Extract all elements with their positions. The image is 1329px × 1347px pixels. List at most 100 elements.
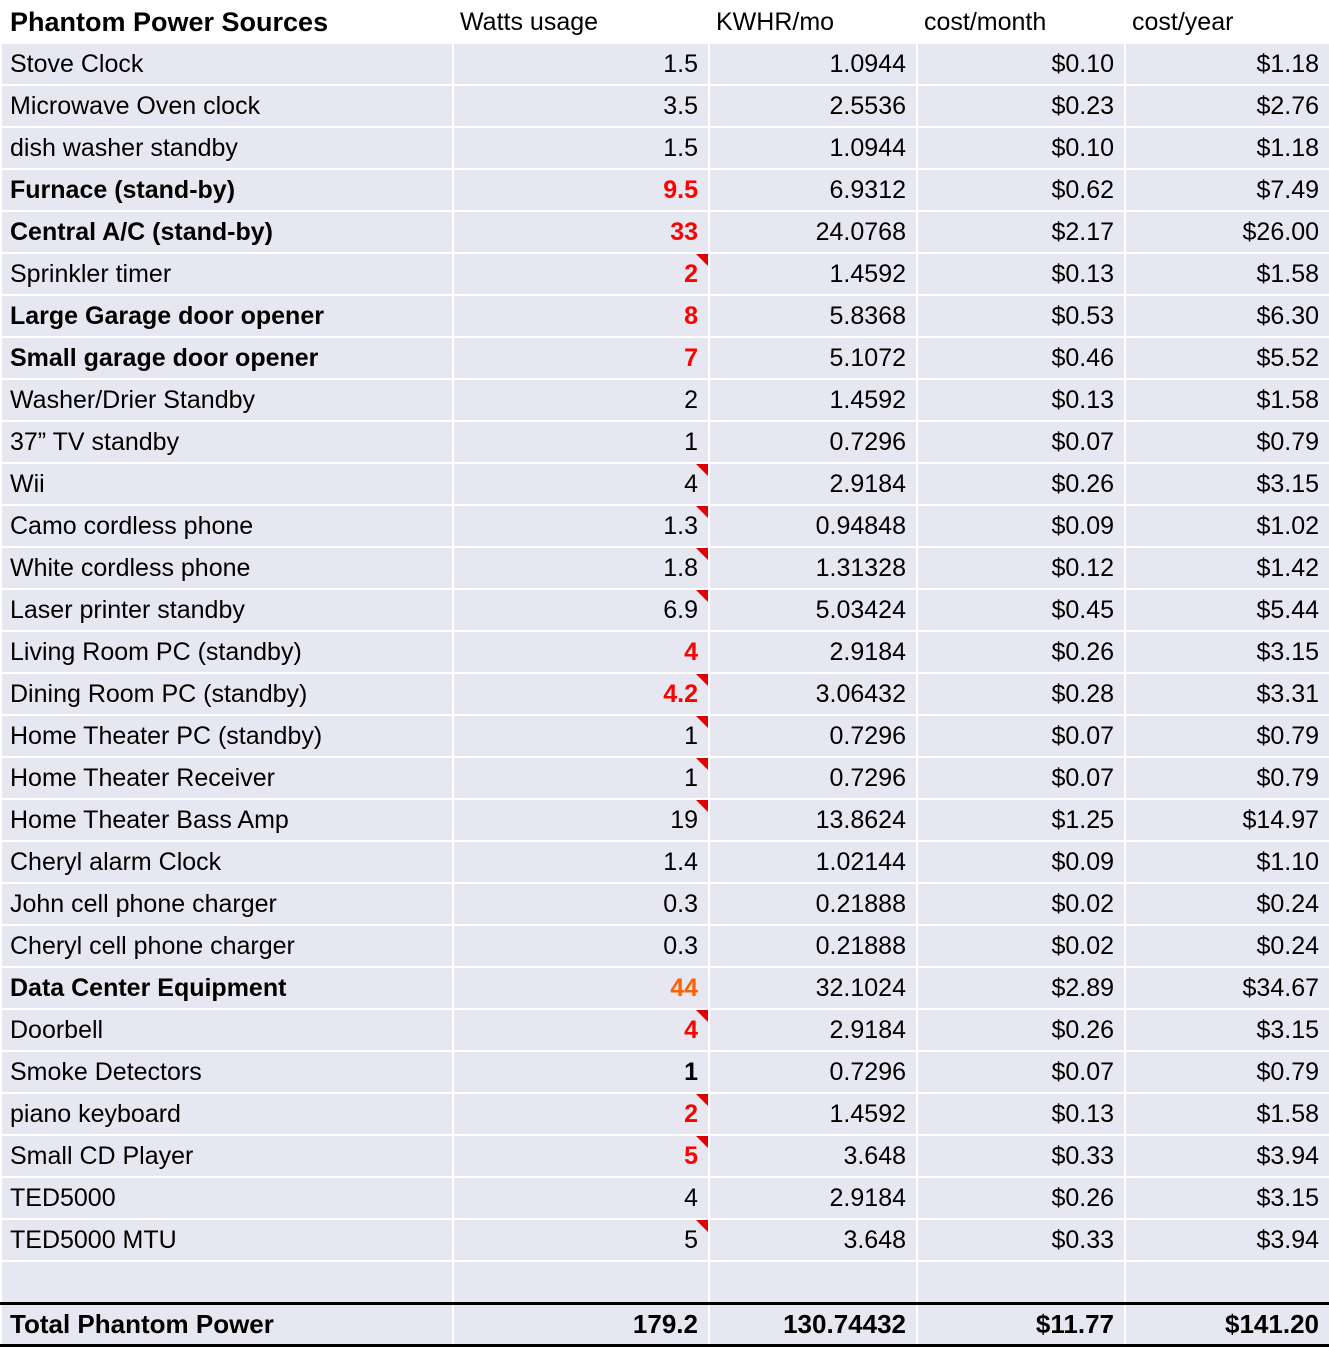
cell-source-label: Camo cordless phone: [0, 504, 454, 548]
cell-cost-year: $0.24: [1124, 882, 1329, 926]
cell-kwhr-month: 3.648: [708, 1134, 918, 1178]
cell-watts-usage-text: 8: [684, 301, 698, 330]
cell-kwhr-month: 5.03424: [708, 588, 918, 632]
cell-source-label: John cell phone charger: [0, 882, 454, 926]
cell-cost-month-text: $0.46: [1051, 343, 1114, 372]
cell-watts-usage: 4: [452, 1176, 710, 1220]
cell-watts-usage-text: 1: [684, 763, 698, 792]
comment-indicator-icon: [696, 1095, 707, 1106]
cell-source-label: TED5000: [0, 1176, 454, 1220]
cell-watts-usage-text: 4: [684, 469, 698, 498]
cell-watts-usage: 2: [452, 252, 710, 296]
cell-cost-year-text: $14.97: [1242, 805, 1319, 834]
cell-watts-usage: 1.4: [452, 840, 710, 884]
cell-cost-month: $0.10: [916, 126, 1126, 170]
table-row: Sprinkler timer 2 1.4592 $0.13 $1.58: [0, 252, 1329, 296]
cell-kwhr-month-text: 6.9312: [829, 175, 906, 204]
cell-watts-usage-text: 3.5: [663, 91, 698, 120]
cell-cost-year: $3.15: [1124, 462, 1329, 506]
cell-cost-year: $3.94: [1124, 1134, 1329, 1178]
cell-cost-month-text: $0.23: [1051, 91, 1114, 120]
cell-kwhr-month: 6.9312: [708, 168, 918, 212]
cell-cost-year-text: $34.67: [1242, 973, 1319, 1002]
cell-cost-year: $2.76: [1124, 84, 1329, 128]
cell-kwhr-month-text: 1.4592: [829, 259, 906, 288]
cell-source-label: Washer/Drier Standby: [0, 378, 454, 422]
cell-cost-month-text: $0.02: [1051, 889, 1114, 918]
cell-watts-usage-text: 2: [684, 1099, 698, 1128]
table-row: Central A/C (stand-by) 33 24.0768 $2.17 $26.…: [0, 210, 1329, 254]
cell-watts-usage: 0.3: [452, 924, 710, 968]
cell-cost-year-text: $1.18: [1256, 133, 1319, 162]
cell-source-label-text: Data Center Equipment: [10, 973, 287, 1002]
cell-cost-month-text: $0.13: [1051, 259, 1114, 288]
cell-watts-usage-text: 5: [684, 1141, 698, 1170]
table-body: Stove Clock 1.5 1.0944 $0.10 $1.18 Microwave …: [0, 42, 1329, 1347]
cell-source-label: TED5000 MTU: [0, 1218, 454, 1262]
cell-kwhr-month-text: 3.06432: [815, 679, 906, 708]
cell-watts-usage: 6.9: [452, 588, 710, 632]
cell-watts-usage-text: 5: [684, 1225, 698, 1254]
cell-cost-year: $1.02: [1124, 504, 1329, 548]
cell-source-label-text: Total Phantom Power: [10, 1308, 274, 1339]
cell-cost-year: $3.15: [1124, 1008, 1329, 1052]
cell-watts-usage-text: 1: [684, 721, 698, 750]
cell-source-label-text: White cordless phone: [10, 553, 251, 582]
cell-cost-month-text: $0.12: [1051, 553, 1114, 582]
cell-cost-year: $1.58: [1124, 378, 1329, 422]
column-header-cost-month: cost/month: [916, 0, 1126, 44]
cell-source-label-text: Smoke Detectors: [10, 1057, 202, 1086]
cell-watts-usage-text: 6.9: [663, 595, 698, 624]
cell-cost-year: $3.94: [1124, 1218, 1329, 1262]
cell-watts-usage-text: 4: [684, 637, 698, 666]
cell-kwhr-month: 3.06432: [708, 672, 918, 716]
cell-cost-year-text: $1.02: [1256, 511, 1319, 540]
table-row: White cordless phone 1.8 1.31328 $0.12 $1.42: [0, 546, 1329, 590]
table-row: John cell phone charger 0.3 0.21888 $0.02 $0…: [0, 882, 1329, 926]
cell-cost-year-text: $1.58: [1256, 1099, 1319, 1128]
table-row: Smoke Detectors 1 0.7296 $0.07 $0.79: [0, 1050, 1329, 1094]
table-row: Home Theater Bass Amp 19 13.8624 $1.25 $14.9…: [0, 798, 1329, 842]
cell-cost-year: $1.42: [1124, 546, 1329, 590]
cell-cost-year: $1.58: [1124, 252, 1329, 296]
cell-cost-month-text: $0.45: [1051, 595, 1114, 624]
cell-source-label: Cheryl alarm Clock: [0, 840, 454, 884]
cell-source-label: Cheryl cell phone charger: [0, 924, 454, 968]
cell-kwhr-month-text: 0.94848: [815, 511, 906, 540]
cell-kwhr-month-text: 5.1072: [829, 343, 906, 372]
cell-cost-year-text: $2.76: [1256, 91, 1319, 120]
cell-watts-usage: 1.3: [452, 504, 710, 548]
cell-cost-year: $26.00: [1124, 210, 1329, 254]
cell-cost-year-text: $3.31: [1256, 679, 1319, 708]
cell-kwhr-month-text: 24.0768: [815, 217, 906, 246]
cell-cost-year: $3.15: [1124, 630, 1329, 674]
cell-source-label: Small garage door opener: [0, 336, 454, 380]
cell-source-label: Dining Room PC (standby): [0, 672, 454, 716]
table-row: TED5000 4 2.9184 $0.26 $3.15: [0, 1176, 1329, 1220]
cell-kwhr-month: 5.8368: [708, 294, 918, 338]
cell-cost-month-text: $0.28: [1051, 679, 1114, 708]
cell-source-label: Living Room PC (standby): [0, 630, 454, 674]
cell-kwhr-month-text: 1.31328: [815, 553, 906, 582]
cell-watts-usage-text: 1.5: [663, 49, 698, 78]
cell-source-label-text: 37” TV standby: [10, 427, 180, 456]
cell-source-label: Stove Clock: [0, 42, 454, 86]
cell-cost-month-text: $0.62: [1051, 175, 1114, 204]
cell-cost-month: $1.25: [916, 798, 1126, 842]
table-row: Washer/Drier Standby 2 1.4592 $0.13 $1.58: [0, 378, 1329, 422]
cell-source-label: [0, 1260, 454, 1304]
table-row: Small CD Player 5 3.648 $0.33 $3.94: [0, 1134, 1329, 1178]
comment-indicator-icon: [696, 1137, 707, 1148]
cell-cost-year: $1.10: [1124, 840, 1329, 884]
cell-cost-year: $14.97: [1124, 798, 1329, 842]
cell-cost-year-text: $5.52: [1256, 343, 1319, 372]
cell-source-label: Sprinkler timer: [0, 252, 454, 296]
cell-source-label: Central A/C (stand-by): [0, 210, 454, 254]
cell-watts-usage-text: 1.5: [663, 133, 698, 162]
cell-watts-usage: 1: [452, 714, 710, 758]
cell-cost-year: $0.24: [1124, 924, 1329, 968]
cell-cost-month: $0.07: [916, 420, 1126, 464]
cell-kwhr-month: 32.1024: [708, 966, 918, 1010]
cell-source-label-text: Camo cordless phone: [10, 511, 254, 540]
